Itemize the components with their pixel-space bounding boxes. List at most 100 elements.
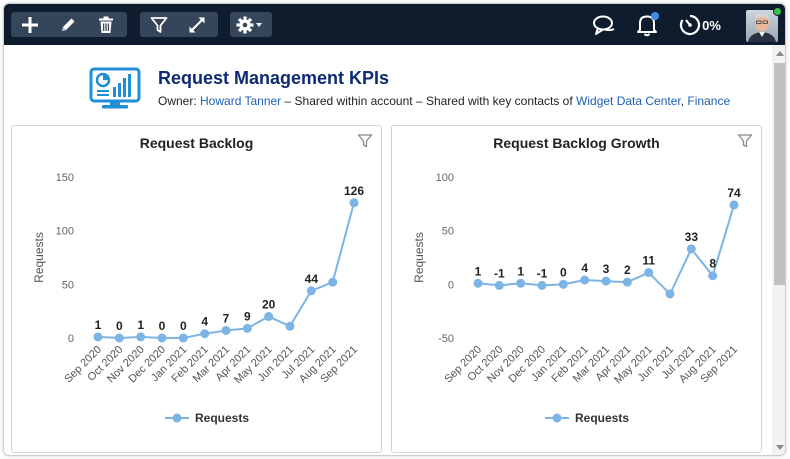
y-tick-label: 100 xyxy=(56,226,74,238)
data-point xyxy=(665,289,675,299)
scroll-thumb[interactable] xyxy=(774,63,785,285)
data-label: 33 xyxy=(685,230,699,244)
data-point xyxy=(114,333,124,343)
data-label: 3 xyxy=(603,262,610,276)
progress-indicator[interactable]: 0% xyxy=(676,10,724,40)
filter-icon xyxy=(150,16,168,33)
data-label: 44 xyxy=(305,272,319,286)
link-separator: , xyxy=(680,94,688,108)
data-point xyxy=(494,280,504,290)
data-label: 0 xyxy=(180,319,187,333)
data-label: 0 xyxy=(116,319,123,333)
data-point xyxy=(537,280,547,290)
filter-button[interactable] xyxy=(140,12,178,37)
data-point xyxy=(580,275,590,285)
data-label: 1 xyxy=(95,318,102,332)
settings-menu-button[interactable] xyxy=(230,12,272,37)
data-point xyxy=(558,279,568,289)
data-label: 4 xyxy=(581,261,588,275)
avatar[interactable] xyxy=(746,10,778,42)
scroll-down-arrow[interactable] xyxy=(776,445,784,450)
data-point xyxy=(516,278,526,288)
data-point xyxy=(622,277,632,287)
y-tick-label: 50 xyxy=(62,279,74,291)
data-label: 126 xyxy=(344,184,364,198)
data-label: 4 xyxy=(201,315,208,329)
add-button[interactable] xyxy=(11,12,49,37)
dashboard-monitor-icon xyxy=(89,67,141,109)
add-icon xyxy=(22,16,38,33)
data-point xyxy=(644,268,654,278)
data-label: 11 xyxy=(642,254,655,268)
data-label: 2 xyxy=(624,263,631,277)
data-point xyxy=(601,276,611,286)
data-label: 8 xyxy=(709,257,716,271)
y-tick-label: 150 xyxy=(56,172,74,184)
owner-prefix: Owner: xyxy=(158,94,201,108)
bell-icon xyxy=(637,15,657,37)
request-backlog-growth-panel: Request Backlog Growth -50 0 50 100 Requests… xyxy=(391,125,762,453)
app-window: 0% Request M xyxy=(3,3,786,456)
chat-button[interactable] xyxy=(589,10,619,40)
legend-label: Requests xyxy=(195,411,249,425)
data-label: -1 xyxy=(537,266,548,280)
edit-button[interactable] xyxy=(49,12,87,37)
data-point xyxy=(349,198,359,208)
y-axis-label: Requests xyxy=(32,232,46,283)
data-point xyxy=(93,332,103,342)
trash-icon xyxy=(99,16,113,33)
user-photo-icon xyxy=(748,13,776,42)
page-title: Request Management KPIs xyxy=(158,68,390,88)
data-point xyxy=(306,286,316,296)
notification-badge xyxy=(651,12,659,20)
expand-button[interactable] xyxy=(178,12,216,37)
legend-marker xyxy=(552,413,562,423)
notifications-button[interactable] xyxy=(632,10,662,40)
data-label: 9 xyxy=(244,309,251,323)
data-point xyxy=(729,200,739,210)
data-point xyxy=(686,244,696,254)
data-label: 0 xyxy=(560,265,567,279)
pencil-icon xyxy=(62,18,75,31)
y-tick-label: 50 xyxy=(442,226,454,238)
data-point xyxy=(708,271,718,281)
data-point xyxy=(136,332,146,342)
data-label: 20 xyxy=(262,298,276,312)
scroll-up-arrow[interactable] xyxy=(776,51,784,56)
data-label: 74 xyxy=(727,186,741,200)
data-label: 1 xyxy=(137,318,144,332)
data-point xyxy=(285,321,295,331)
request-backlog-panel: Request Backlog 0 50 100 150 Requests Sep 202… xyxy=(11,125,382,453)
top-toolbar: 0% xyxy=(4,4,785,45)
company-link[interactable]: Widget Data Center xyxy=(576,94,681,108)
chart-filter-icon[interactable] xyxy=(737,133,753,149)
data-label: 1 xyxy=(517,264,524,278)
data-point xyxy=(264,312,274,322)
ownership-line: Owner: Howard Tanner – Shared within acc… xyxy=(158,94,730,108)
data-label: -1 xyxy=(494,266,505,280)
data-point xyxy=(473,278,483,288)
gear-icon xyxy=(236,16,262,33)
data-label: 0 xyxy=(159,319,166,333)
y-tick-label: 0 xyxy=(68,333,74,345)
vertical-scrollbar[interactable] xyxy=(772,45,785,455)
owner-link[interactable]: Howard Tanner xyxy=(200,94,282,108)
data-point xyxy=(328,277,338,287)
data-point xyxy=(200,329,210,339)
sharing-text: – Shared within account – Shared with ke… xyxy=(281,94,577,108)
gauge-icon xyxy=(679,14,701,36)
y-tick-label: 0 xyxy=(448,279,454,291)
chart-title: Request Backlog Growth xyxy=(493,135,660,151)
expand-icon xyxy=(189,17,205,32)
legend-marker xyxy=(172,413,182,423)
data-label: 1 xyxy=(475,264,482,278)
data-point xyxy=(242,323,252,333)
department-link[interactable]: Finance xyxy=(687,94,731,108)
data-point xyxy=(157,333,167,343)
data-label: 7 xyxy=(223,311,230,325)
y-tick-label: 100 xyxy=(436,172,454,184)
chart-filter-icon[interactable] xyxy=(357,133,373,149)
delete-button[interactable] xyxy=(87,12,125,37)
